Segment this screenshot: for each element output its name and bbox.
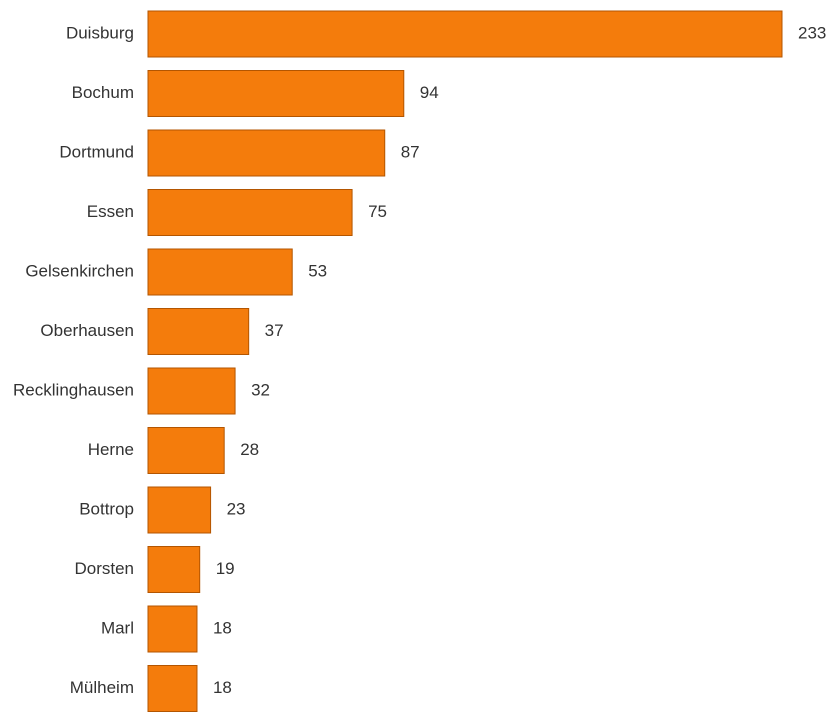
bars [147, 10, 783, 712]
bar [147, 367, 236, 415]
category-label: Bottrop [79, 499, 134, 518]
bar [147, 129, 386, 177]
category-label: Dorsten [74, 559, 134, 578]
category-label: Mülheim [70, 678, 134, 697]
value-label: 28 [240, 440, 259, 459]
value-label: 233 [798, 23, 826, 42]
bar [147, 665, 198, 712]
category-label: Bochum [72, 83, 134, 102]
value-label: 37 [265, 321, 284, 340]
value-label: 18 [213, 618, 232, 637]
bar [147, 248, 293, 296]
value-label: 19 [216, 559, 235, 578]
value-label: 53 [308, 261, 327, 280]
category-label: Dortmund [59, 142, 134, 161]
category-label: Oberhausen [40, 321, 134, 340]
bar [147, 189, 353, 236]
value-labels: 233 94 87 75 53 37 32 28 23 19 18 18 [213, 23, 826, 697]
category-label: Recklinghausen [13, 380, 134, 399]
value-label: 32 [251, 380, 270, 399]
value-label: 23 [227, 499, 246, 518]
category-label: Duisburg [66, 23, 134, 42]
value-label: 75 [368, 202, 387, 221]
bar [147, 546, 201, 593]
bar [147, 486, 212, 534]
value-label: 87 [401, 142, 420, 161]
category-label: Gelsenkirchen [25, 261, 134, 280]
category-label: Marl [101, 618, 134, 637]
bar [147, 70, 405, 117]
category-label: Herne [88, 440, 134, 459]
bar [147, 427, 225, 474]
value-label: 94 [420, 83, 439, 102]
value-label: 18 [213, 678, 232, 697]
bar [147, 10, 783, 58]
category-labels: Duisburg Bochum Dortmund Essen Gelsenkirchen… [13, 23, 134, 697]
category-label: Essen [87, 202, 134, 221]
bar [147, 308, 250, 355]
bar [147, 605, 198, 653]
